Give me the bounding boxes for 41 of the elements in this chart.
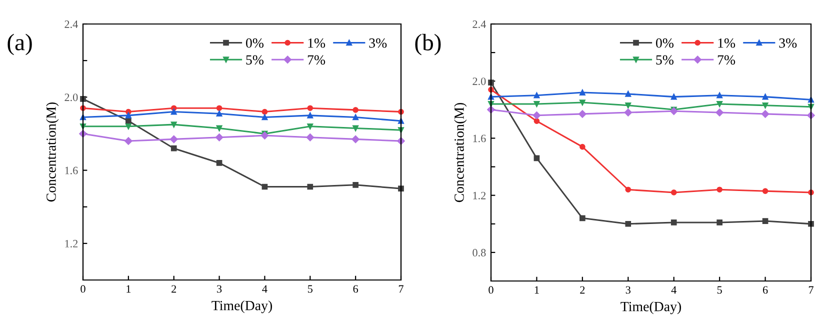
y-axis-title: Concentration(M): [46, 102, 59, 202]
x-tick-label: 3: [217, 285, 222, 293]
x-tick-label: 0: [80, 285, 86, 293]
legend-label: 0%: [246, 38, 264, 48]
legend-label: 7%: [308, 55, 326, 65]
y-tick-label: 2.4: [64, 20, 78, 28]
y-tick-label: 1.2: [65, 240, 78, 248]
x-tick-label: 3: [626, 286, 630, 294]
text: (b): [415, 34, 441, 56]
x-tick-label: 5: [308, 285, 312, 293]
x-tick-label: 6: [762, 286, 768, 294]
y-tick-label: 1.6: [473, 134, 486, 142]
y-tick-label: 2.0: [472, 78, 486, 86]
x-tick-label: 5: [717, 286, 722, 294]
x-tick-label: 6: [353, 285, 358, 293]
x-tick-label: 7: [398, 285, 404, 293]
x-tick-label: 1: [126, 285, 131, 293]
x-tick-label: 7: [808, 286, 814, 294]
legend-label: 7%: [718, 55, 736, 65]
legend-label: 3%: [369, 38, 387, 48]
x-tick-label: 4: [262, 285, 268, 293]
legend-label: 1%: [308, 38, 326, 48]
legend-label: 5%: [246, 55, 264, 65]
x-axis-title: Time(Day): [212, 300, 272, 314]
legend-label: 1%: [718, 38, 736, 48]
x-axis-title: Time(Day): [620, 301, 681, 314]
text: (a): [8, 34, 32, 56]
x-tick-label: 2: [580, 286, 585, 294]
legend-label: 3%: [779, 38, 797, 48]
y-tick-label: 0.8: [472, 248, 486, 256]
y-tick-label: 1.6: [65, 166, 78, 174]
legend-label: 0%: [656, 38, 674, 48]
y-tick-label: 2.4: [472, 20, 486, 28]
y-axis-title: Concentration(M): [454, 102, 467, 202]
y-tick-label: 2.0: [64, 94, 78, 102]
x-tick-label: 0: [488, 286, 494, 294]
x-tick-label: 4: [671, 286, 676, 294]
legend-label: 5%: [656, 55, 674, 65]
x-tick-label: 1: [534, 286, 539, 294]
x-tick-label: 2: [172, 285, 176, 293]
y-tick-label: 1.2: [473, 192, 486, 200]
